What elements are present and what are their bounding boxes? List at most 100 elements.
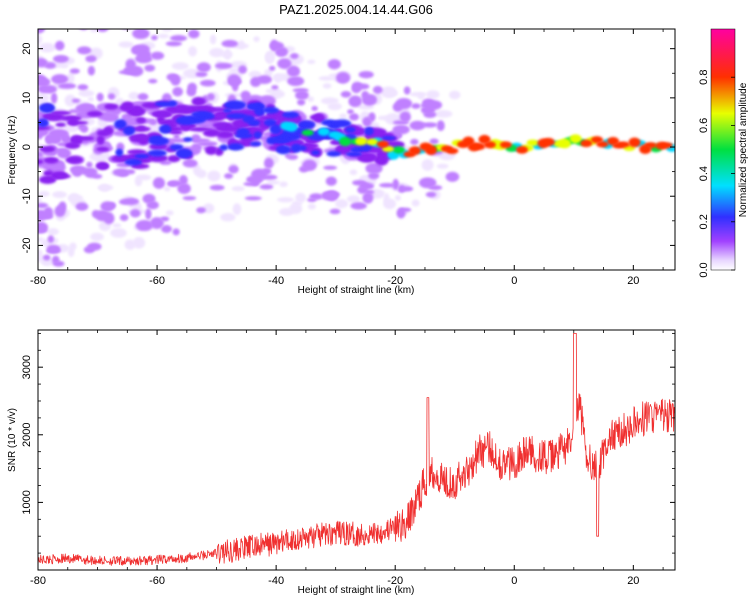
spectrogram-cell	[262, 106, 279, 114]
spectrogram-cell	[136, 174, 152, 181]
spectrogram-cell	[65, 142, 81, 150]
spectrogram-cell	[526, 139, 539, 147]
spectrogram-cell	[655, 141, 668, 150]
spectrogram-cell	[182, 196, 197, 201]
spectrogram-cell	[223, 108, 232, 113]
spectrogram-cell	[167, 155, 181, 163]
spectrogram-cell	[326, 190, 339, 202]
spectrogram-cell	[569, 134, 582, 144]
spectrogram-cell	[52, 54, 69, 63]
spectrogram-cell	[110, 228, 127, 238]
spectrogram-cell	[250, 76, 261, 88]
spectrogram-cell	[150, 51, 165, 60]
spectrogram-cell	[209, 47, 225, 58]
snr-series-line	[38, 333, 675, 566]
spectrogram-cell	[421, 159, 434, 171]
spectrogram-cell	[191, 96, 206, 107]
spectrogram-cell	[401, 186, 414, 192]
spectrogram-cell	[323, 165, 338, 170]
spectrogram-cell	[31, 17, 45, 24]
spectrogram-cell	[348, 95, 362, 108]
spectrogram-cell	[445, 171, 460, 182]
spectrogram-cell	[259, 184, 274, 190]
spectrogram-cell	[411, 103, 421, 109]
spectrogram-cell	[169, 130, 183, 135]
spectrogram-cell	[54, 205, 66, 218]
spectrogram-cell	[182, 159, 198, 168]
spectrogram-x-axis: -80 -60 -40 -20 0 20	[30, 29, 664, 287]
spectrogram-cell	[38, 93, 50, 103]
spectrogram-cell	[224, 173, 234, 179]
spectrogram-cell	[96, 92, 104, 102]
spectrogram-cell	[54, 40, 65, 51]
spectrogram-cell	[38, 74, 47, 86]
spectrogram-cell	[558, 138, 571, 149]
colorbar-tick-label: 0.8	[698, 70, 710, 85]
spectrogram-cell	[287, 76, 305, 87]
spectrogram-cell	[350, 202, 367, 210]
snr-xtick-label: 20	[627, 575, 639, 587]
spectrogram-cell	[290, 53, 299, 59]
spectrogram-cell	[126, 169, 136, 175]
spectrogram-cell	[232, 203, 242, 215]
spectrogram-cell	[183, 68, 199, 79]
spectrogram-cell	[253, 36, 260, 42]
colorbar-tick-label: 0.2	[698, 214, 710, 229]
spectrogram-cell	[154, 111, 173, 118]
spectrogram-cell	[429, 138, 439, 145]
spectrogram-cell	[115, 148, 124, 157]
snr-ytick-label: 3000	[21, 355, 33, 379]
spectrogram-cell	[75, 103, 96, 114]
spectrogram-cell	[161, 29, 173, 32]
spectrogram-cell	[52, 191, 67, 199]
snr-x-axis: -80 -60 -40 -20 0 20	[30, 330, 664, 587]
spectrogram-cell	[165, 210, 174, 216]
spectrogram-cell	[317, 127, 330, 136]
colorbar-gradient	[711, 29, 735, 270]
spectrogram-cell	[355, 137, 368, 146]
spectrogram-cell	[196, 207, 206, 214]
spectrogram-cell	[38, 159, 44, 165]
spectrogram-cell	[266, 136, 277, 145]
spectrogram-cell	[96, 146, 110, 152]
spectrogram-ytick-label: -10	[21, 188, 33, 204]
spectrogram-cell	[136, 49, 152, 61]
spectrogram-ytick-label: 10	[21, 92, 33, 104]
spectrogram-cell	[236, 128, 250, 137]
spectrogram-cell	[39, 145, 56, 153]
spectrogram-cell	[350, 147, 360, 153]
spectrogram-cell	[51, 74, 69, 85]
spectrogram-cell	[131, 110, 142, 116]
spectrogram-cell	[392, 146, 405, 154]
spectrogram-cell	[77, 136, 95, 141]
spectrogram-cell	[99, 184, 110, 192]
spectrogram-cell	[351, 83, 362, 94]
spectrogram-cell	[112, 223, 122, 228]
spectrogram-cell	[161, 225, 173, 233]
spectrogram-cell	[128, 91, 140, 100]
spectrogram-cell	[311, 105, 318, 112]
spectrogram-cell	[224, 100, 247, 110]
spectrogram-cell	[383, 198, 397, 210]
spectrogram-cell	[189, 126, 211, 132]
spectrogram-cell	[98, 163, 109, 170]
spectrogram-cell	[159, 119, 176, 126]
spectrogram-cell	[349, 113, 359, 121]
spectrogram-cell	[352, 179, 366, 186]
spectrogram-cell	[297, 145, 307, 151]
spectrogram-cell	[118, 41, 134, 48]
spectrogram-cell	[38, 190, 50, 197]
spectrogram-cell	[246, 175, 263, 184]
spectrogram-cell	[617, 141, 630, 148]
spectrogram-cell	[362, 192, 374, 204]
spectrogram-cell	[69, 242, 77, 251]
spectrogram-cell	[307, 203, 316, 210]
spectrogram-cell	[58, 83, 77, 90]
spectrogram-cell	[196, 169, 207, 179]
spectrogram-cell	[50, 110, 72, 116]
spectrogram-cell	[269, 41, 284, 51]
spectrogram-cell	[369, 122, 380, 130]
spectrogram-cell	[157, 33, 170, 39]
spectrogram-cell	[172, 86, 184, 97]
spectrogram-cell	[38, 103, 56, 113]
